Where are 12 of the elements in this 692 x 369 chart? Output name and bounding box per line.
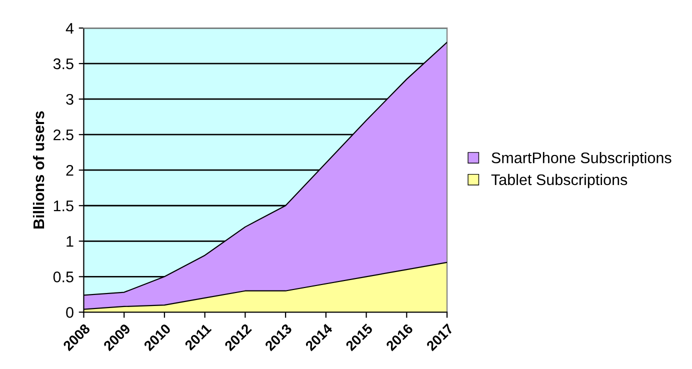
y-tick-label: 3: [66, 94, 74, 105]
legend-label: SmartPhone Subscriptions: [492, 152, 672, 166]
y-tick-label: 2: [66, 164, 74, 176]
y-tick-label: 0.5: [53, 272, 74, 282]
y-tick-label: 0: [66, 307, 74, 318]
y-tick-label: 1.5: [54, 200, 74, 212]
y-tick-label: 1: [66, 236, 74, 247]
legend-label: Tablet Subscriptions: [491, 174, 628, 188]
y-tick-label: 2.5: [54, 129, 74, 140]
y-tick-label: 3.5: [53, 58, 74, 70]
y-tick-label: 4: [66, 23, 74, 34]
y-axis-title: Billions of users: [32, 111, 44, 229]
